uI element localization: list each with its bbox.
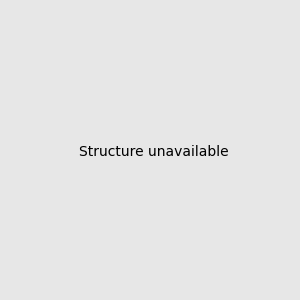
Text: Structure unavailable: Structure unavailable xyxy=(79,145,229,158)
